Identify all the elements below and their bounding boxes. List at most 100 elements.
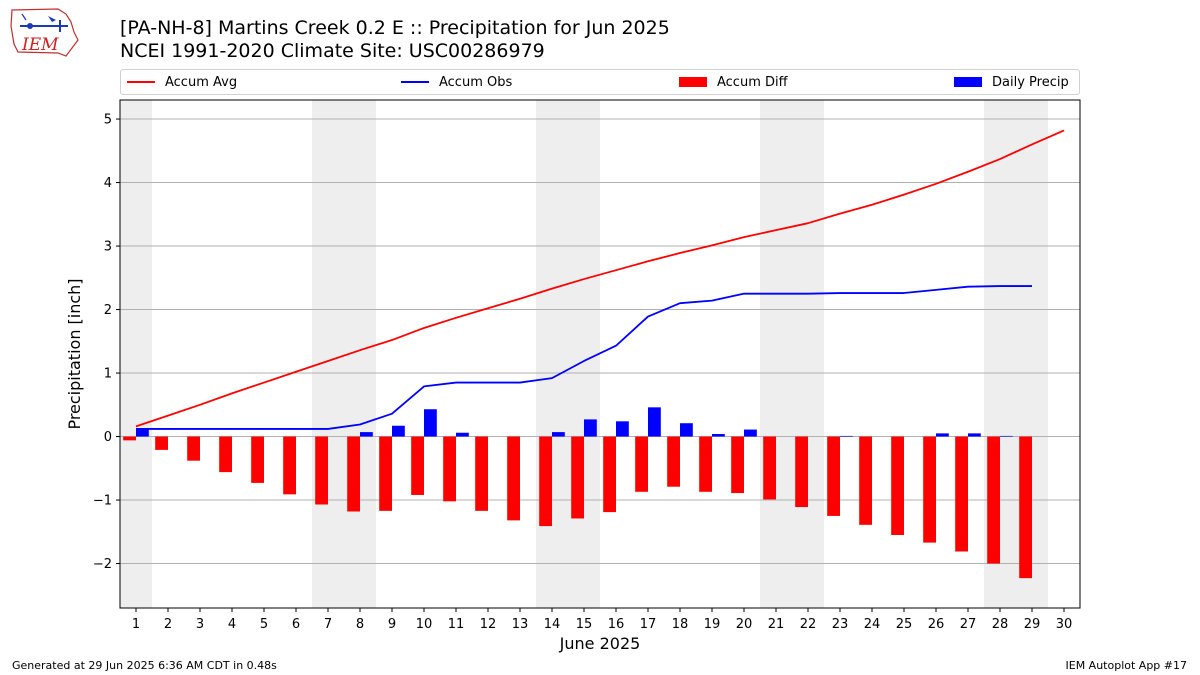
x-tick-label: 8: [356, 617, 364, 632]
x-tick-label: 13: [512, 617, 529, 632]
accum-diff-bar: [571, 436, 584, 519]
daily-precip-bar: [712, 434, 725, 437]
daily-precip-bar: [840, 435, 853, 437]
accum-diff-bar: [763, 436, 776, 500]
accum-diff-bar: [411, 436, 424, 495]
x-axis-label: June 2025: [559, 634, 641, 653]
svg-text:IEM: IEM: [21, 35, 59, 55]
accum-diff-bar: [635, 436, 648, 492]
accum-diff-bar: [1019, 436, 1032, 579]
daily-precip-bar: [616, 421, 629, 437]
x-tick-label: 20: [736, 617, 753, 632]
x-tick-label: 30: [1056, 617, 1073, 632]
x-tick-label: 29: [1024, 617, 1041, 632]
chart-subtitle: NCEI 1991-2020 Climate Site: USC00286979: [120, 40, 545, 62]
accum-obs-line: [136, 285, 1032, 430]
accum-diff-bar: [891, 436, 904, 535]
legend-label-accum-obs: Accum Obs: [439, 74, 513, 90]
accum-diff-bar: [251, 436, 264, 483]
daily-precip-bar: [1000, 435, 1013, 437]
accum-diff-bar: [219, 436, 232, 473]
accum-diff-bar: [347, 436, 360, 512]
legend-item-accum-avg: Accum Avg: [127, 70, 237, 94]
legend-item-accum-obs: Accum Obs: [401, 70, 512, 94]
y-axis-label: Precipitation [inch]: [65, 278, 84, 429]
y-tick-label: 0: [104, 430, 112, 445]
legend-label-accum-diff: Accum Diff: [717, 74, 788, 90]
accum-diff-bar: [795, 436, 808, 508]
accum-diff-bar: [859, 436, 872, 525]
x-tick-label: 27: [960, 617, 977, 632]
daily-precip-bar: [360, 432, 373, 437]
accum-diff-bar: [699, 436, 712, 492]
daily-precip-bar: [968, 433, 981, 437]
accum-diff-bar: [315, 436, 328, 505]
x-tick-label: 1: [132, 617, 140, 632]
legend-label-daily-precip: Daily Precip: [992, 74, 1069, 90]
x-tick-label: 19: [704, 617, 721, 632]
app-id: IEM Autoplot App #17: [1065, 659, 1188, 672]
x-tick-label: 5: [260, 617, 268, 632]
weekend-shade: [760, 100, 824, 608]
accum-diff-bar: [731, 436, 744, 494]
daily-precip-bar: [584, 419, 597, 437]
x-tick-label: 7: [324, 617, 332, 632]
daily-precip-bar: [424, 409, 437, 437]
y-tick-label: −1: [93, 494, 112, 509]
x-tick-label: 17: [640, 617, 657, 632]
accum-diff-bar: [667, 436, 680, 487]
accum-diff-bar: [155, 436, 168, 450]
x-tick-label: 15: [576, 617, 593, 632]
weekend-shade: [312, 100, 376, 608]
y-tick-label: 5: [104, 113, 112, 128]
weekend-shade: [536, 100, 600, 608]
legend-swatch-accum-avg: [127, 81, 155, 83]
x-tick-label: 11: [448, 617, 465, 632]
daily-precip-bar: [744, 429, 757, 437]
accum-diff-bar: [603, 436, 616, 513]
legend-label-accum-avg: Accum Avg: [165, 74, 238, 90]
x-tick-label: 6: [292, 617, 300, 632]
accum-diff-bar: [283, 436, 296, 495]
accum-diff-bar: [379, 436, 392, 511]
legend-swatch-daily-precip: [954, 77, 982, 87]
daily-precip-bar: [936, 433, 949, 437]
x-tick-label: 28: [992, 617, 1009, 632]
iem-logo: IEM: [8, 6, 80, 64]
x-tick-label: 22: [800, 617, 817, 632]
daily-precip-bar: [456, 432, 469, 437]
y-tick-label: 4: [104, 176, 112, 191]
chart-title: [PA-NH-8] Martins Creek 0.2 E :: Precipi…: [120, 17, 670, 39]
x-tick-label: 10: [416, 617, 433, 632]
legend-swatch-accum-diff: [679, 77, 707, 87]
daily-precip-bar: [392, 425, 405, 437]
accum-avg-line: [135, 129, 1065, 428]
daily-precip-bar: [680, 423, 693, 437]
x-tick-label: 24: [864, 617, 881, 632]
accum-diff-bar: [987, 436, 1000, 564]
accum-diff-bar: [123, 436, 136, 441]
x-tick-label: 14: [544, 617, 561, 632]
daily-precip-bar: [136, 428, 149, 437]
y-tick-label: 3: [104, 240, 112, 255]
x-tick-label: 2: [164, 617, 172, 632]
accum-diff-bar: [955, 436, 968, 552]
plot-frame: [119, 99, 1081, 609]
y-tick-label: −2: [93, 557, 112, 572]
x-tick-label: 3: [196, 617, 204, 632]
daily-precip-bar: [552, 432, 565, 437]
legend-item-daily-precip: Daily Precip: [954, 70, 1069, 94]
accum-diff-bar: [923, 436, 936, 543]
x-tick-label: 21: [768, 617, 785, 632]
x-tick-label: 12: [480, 617, 497, 632]
x-tick-label: 26: [928, 617, 945, 632]
y-tick-label: 2: [104, 303, 112, 318]
accum-diff-bar: [507, 436, 520, 521]
x-tick-label: 4: [228, 617, 236, 632]
accum-diff-bar: [539, 436, 552, 527]
accum-diff-bar: [827, 436, 840, 516]
x-tick-label: 9: [388, 617, 396, 632]
legend-item-accum-diff: Accum Diff: [679, 70, 788, 94]
x-tick-label: 23: [832, 617, 849, 632]
